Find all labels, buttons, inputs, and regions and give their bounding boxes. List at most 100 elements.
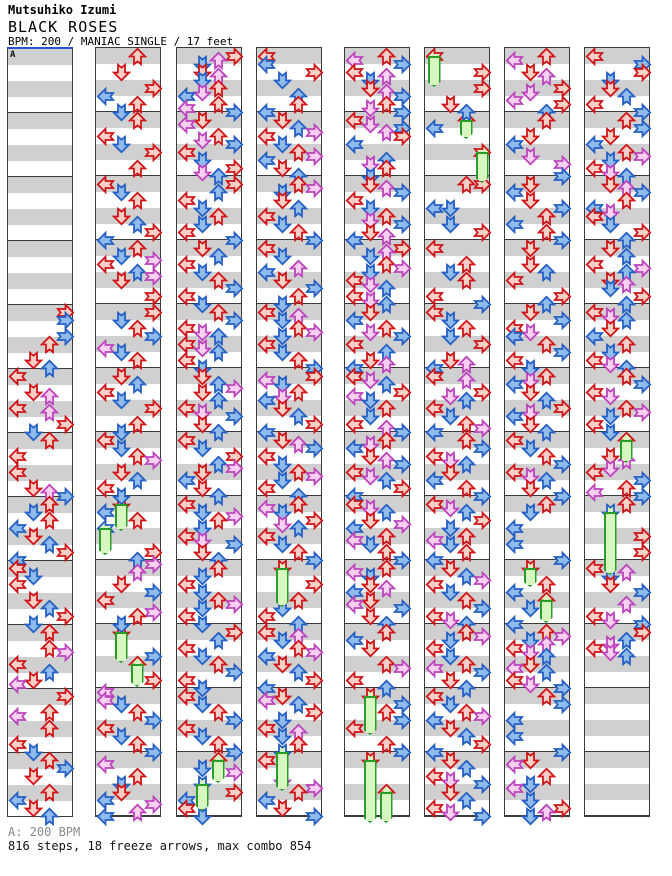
note-down-arrow — [440, 462, 460, 482]
note-right-arrow — [472, 774, 491, 795]
note-up-arrow — [288, 351, 308, 371]
note-left-arrow — [8, 706, 27, 727]
note-up-arrow — [208, 95, 228, 115]
note-down-arrow — [192, 582, 212, 602]
note-down-arrow — [111, 486, 131, 506]
note-right-arrow — [143, 398, 162, 419]
note-right-arrow — [632, 62, 651, 83]
note-left-arrow — [96, 806, 115, 827]
note-left-arrow — [345, 334, 364, 355]
note-left-arrow — [585, 350, 604, 371]
note-right-arrow — [632, 118, 651, 139]
freeze-body — [364, 760, 377, 823]
note-left-arrow — [257, 606, 276, 627]
note-left-arrow — [505, 374, 524, 395]
note-down-arrow — [520, 414, 540, 434]
note-up-arrow — [288, 259, 308, 279]
note-left-arrow — [425, 302, 444, 323]
note-up-arrow — [376, 559, 396, 579]
note-right-arrow — [392, 214, 411, 235]
note-up-arrow — [288, 435, 308, 455]
note-down-arrow — [111, 726, 131, 746]
note-up-arrow — [288, 223, 308, 243]
note-left-arrow — [585, 558, 604, 579]
note-down-arrow — [520, 190, 540, 210]
note-right-arrow — [224, 174, 243, 195]
note-down-arrow — [360, 406, 380, 426]
note-up-arrow — [536, 687, 556, 707]
note-left-arrow — [177, 114, 196, 135]
note-left-arrow — [345, 286, 364, 307]
note-down-arrow — [360, 534, 380, 554]
freeze-body — [99, 528, 112, 555]
note-up-arrow — [208, 79, 228, 99]
freeze-body — [276, 568, 289, 607]
note-left-arrow — [425, 446, 444, 467]
note-right-arrow — [224, 762, 243, 783]
note-left-arrow — [585, 46, 604, 67]
note-right-arrow — [143, 302, 162, 323]
note-down-arrow — [600, 386, 620, 406]
note-up-arrow — [536, 111, 556, 131]
note-up-arrow — [456, 103, 476, 123]
note-up-arrow — [127, 447, 147, 467]
note-up-arrow — [616, 87, 636, 107]
note-right-arrow — [552, 286, 571, 307]
note-down-arrow — [272, 110, 292, 130]
note-down-arrow — [520, 302, 540, 322]
note-down-arrow — [192, 598, 212, 618]
note-left-arrow — [505, 134, 524, 155]
notes-layer — [177, 46, 243, 826]
note-left-arrow — [505, 778, 524, 799]
note-up-arrow — [208, 455, 228, 475]
note-left-arrow — [505, 326, 524, 347]
note-down-arrow — [440, 718, 460, 738]
note-right-arrow — [224, 310, 243, 331]
note-left-arrow — [505, 182, 524, 203]
note-down-arrow — [272, 270, 292, 290]
note-down-arrow — [272, 326, 292, 346]
note-up-arrow — [127, 767, 147, 787]
note-right-arrow — [143, 582, 162, 603]
note-down-arrow — [192, 414, 212, 434]
freeze-body — [540, 600, 553, 623]
note-down-arrow — [600, 126, 620, 146]
note-down-arrow — [111, 422, 131, 442]
note-up-arrow — [616, 479, 636, 499]
note-left-arrow — [257, 750, 276, 771]
note-right-arrow — [632, 222, 651, 243]
note-left-arrow — [257, 302, 276, 323]
note-up-arrow — [376, 451, 396, 471]
note-right-arrow — [55, 542, 74, 563]
freeze-body — [604, 512, 617, 575]
note-down-arrow — [272, 246, 292, 266]
note-left-arrow — [177, 430, 196, 451]
note-down-arrow — [440, 350, 460, 370]
note-down-arrow — [440, 518, 460, 538]
note-right-arrow — [472, 78, 491, 99]
note-down-arrow — [520, 598, 540, 618]
note-left-arrow — [96, 790, 115, 811]
note-left-arrow — [585, 302, 604, 323]
notes-layer — [96, 47, 162, 827]
note-up-arrow — [536, 647, 556, 667]
note-up-arrow — [127, 191, 147, 211]
note-down-arrow — [520, 382, 540, 402]
note-right-arrow — [392, 694, 411, 715]
note-down-arrow — [192, 566, 212, 586]
note-up-arrow — [288, 463, 308, 483]
note-down-arrow — [23, 382, 43, 402]
note-down-arrow — [272, 470, 292, 490]
note-up-arrow — [39, 403, 59, 423]
note-left-arrow — [425, 550, 444, 571]
note-left-arrow — [425, 574, 444, 595]
note-up-arrow — [616, 399, 636, 419]
note-right-arrow — [304, 778, 323, 799]
note-left-arrow — [257, 102, 276, 123]
note-down-arrow — [520, 674, 540, 694]
note-down-arrow — [440, 646, 460, 666]
note-up-arrow — [288, 407, 308, 427]
note-down-arrow — [272, 398, 292, 418]
note-down-arrow — [520, 254, 540, 274]
note-right-arrow — [224, 662, 243, 683]
